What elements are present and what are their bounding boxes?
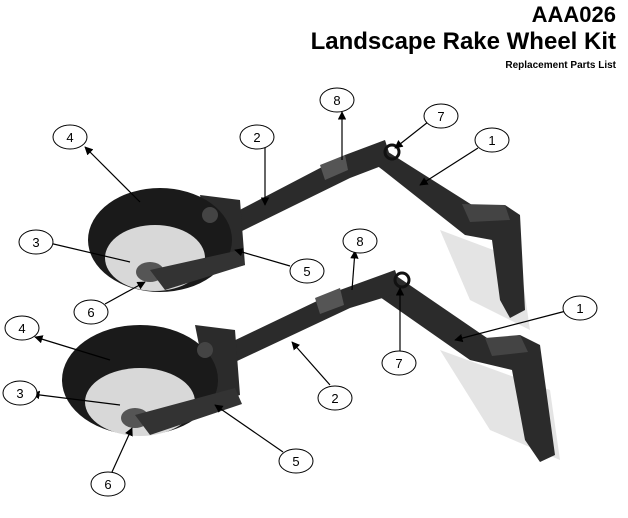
- telescoping-tube: [230, 140, 392, 232]
- axle-arm: [150, 250, 245, 290]
- svg-text:7: 7: [437, 109, 444, 124]
- svg-text:2: 2: [253, 130, 260, 145]
- callout-6-upper: 6: [73, 299, 109, 325]
- svg-text:7: 7: [395, 356, 402, 371]
- callout-8-upper: 8: [319, 87, 355, 113]
- svg-text:3: 3: [16, 386, 23, 401]
- svg-text:4: 4: [66, 130, 73, 145]
- pin-icon: [393, 271, 411, 289]
- callout-1-upper: 1: [474, 127, 510, 153]
- bracket-plate: [485, 335, 528, 356]
- page-title: Landscape Rake Wheel Kit: [310, 28, 616, 55]
- tube-collar: [315, 288, 344, 314]
- bolt-icon: [202, 207, 218, 223]
- upper-assembly: [88, 140, 530, 330]
- callout-3-upper: 3: [18, 229, 54, 255]
- callout-5-upper: 5: [289, 258, 325, 284]
- svg-text:6: 6: [87, 305, 94, 320]
- svg-text:8: 8: [333, 93, 340, 108]
- callout-4-lower: 4: [4, 315, 40, 341]
- callout-2-lower: 2: [317, 385, 353, 411]
- svg-text:6: 6: [104, 477, 111, 492]
- callout-7-upper: 7: [423, 103, 459, 129]
- leader-lines: [31, 111, 567, 473]
- axle-arm: [135, 388, 242, 435]
- svg-text:5: 5: [303, 264, 310, 279]
- svg-text:2: 2: [331, 391, 338, 406]
- svg-text:1: 1: [488, 133, 495, 148]
- callout-2-upper: 2: [239, 124, 275, 150]
- bolt-icon: [197, 342, 213, 358]
- tube-collar: [320, 155, 348, 180]
- callout-6-lower: 6: [90, 471, 126, 497]
- callout-5-lower: 5: [278, 448, 314, 474]
- svg-text:1: 1: [576, 301, 583, 316]
- callout-1-lower: 1: [562, 295, 598, 321]
- mount-bracket: [370, 150, 525, 318]
- pin-icon: [383, 143, 401, 161]
- svg-text:8: 8: [356, 234, 363, 249]
- callout-8-lower: 8: [342, 228, 378, 254]
- svg-text:3: 3: [32, 235, 39, 250]
- bracket-plate: [462, 204, 510, 222]
- page-subtitle: Replacement Parts List: [505, 60, 616, 71]
- callout-7-lower: 7: [381, 350, 417, 376]
- svg-text:4: 4: [18, 321, 25, 336]
- callout-3-lower: 3: [2, 380, 38, 406]
- telescoping-tube: [225, 270, 402, 362]
- mount-bracket: [370, 275, 555, 462]
- part-code: AAA026: [531, 2, 616, 27]
- svg-text:5: 5: [292, 454, 299, 469]
- lower-assembly: [62, 270, 560, 462]
- callout-4-upper: 4: [52, 124, 88, 150]
